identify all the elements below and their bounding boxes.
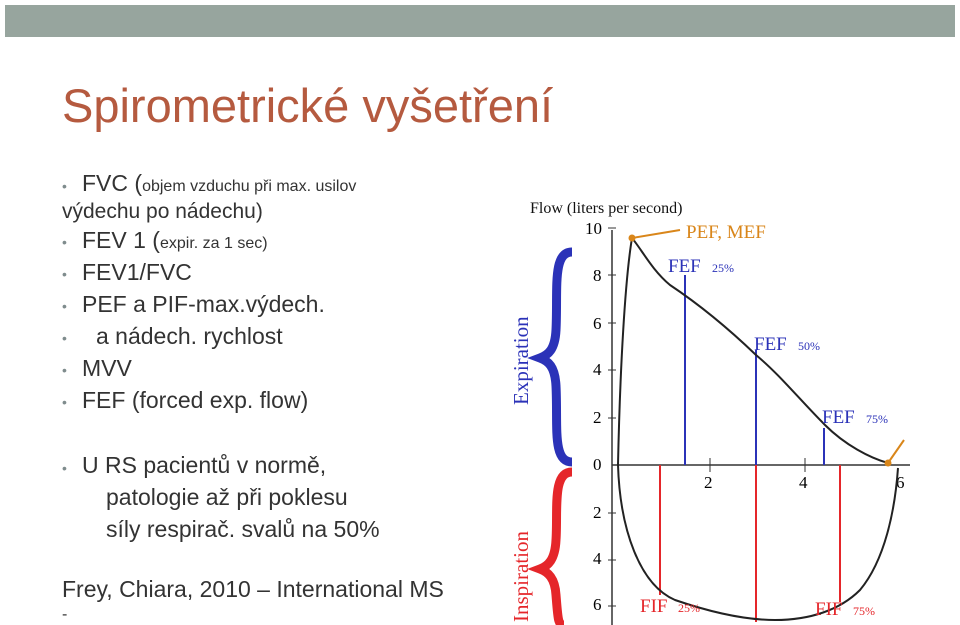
fif-markers [659, 465, 841, 622]
bullet-fvc: FVC (objem vzduchu při max. usilov [82, 170, 357, 196]
footer-citation: Frey, Chiara, 2010 – International MS [62, 576, 444, 602]
fif75-sub: 75% [853, 604, 875, 618]
bullet-rs-line3: síly respirač. svalů na 50% [106, 516, 380, 542]
pef-annotation: PEF, MEF [686, 222, 766, 243]
y-tick-insp-6: 6 [593, 595, 602, 614]
x-tick-4: 4 [799, 473, 808, 492]
expiration-label: Expiration [509, 316, 533, 405]
fef25-sub: 25% [712, 261, 734, 275]
inspiration-brace [527, 467, 573, 625]
bullet-dot: • [62, 362, 67, 378]
bullet-dot: • [62, 266, 67, 282]
inspiration-curve [617, 464, 899, 622]
fif25-label: FIF [640, 596, 667, 617]
bullet-dot: • [62, 330, 67, 346]
chart-title: Flow (liters per second) [530, 200, 682, 217]
bullet-rs-line2: patologie až při poklesu [106, 484, 348, 510]
fef50-sub: 50% [798, 339, 820, 353]
end-leader [887, 439, 905, 464]
bullet-dot: • [62, 394, 67, 410]
fef-markers [684, 275, 825, 465]
x-ticks: 2 4 6 [704, 458, 905, 492]
fef50-label: FEF [754, 334, 787, 355]
y-tick-8: 8 [593, 266, 602, 285]
y-tick-2: 2 [593, 408, 602, 427]
fif25-sub: 25% [678, 601, 700, 615]
y-ticks-inspiration: 2 4 6 [593, 503, 602, 614]
bullet-fef: FEF (forced exp. flow) [82, 387, 309, 413]
expiration-brace [527, 247, 573, 467]
fif-labels: FIF 25% FIF 75% [640, 596, 875, 620]
y-tick-10: 10 [585, 219, 602, 238]
slide-title: Spirometrické vyšetření [62, 79, 554, 132]
y-tick-insp-2: 2 [593, 503, 602, 522]
fif75-label: FIF [815, 599, 842, 620]
fef-labels: FEF 25% FEF 50% FEF 75% [668, 256, 888, 428]
y-tick-marks [608, 227, 616, 607]
bullet-fev1: FEV 1 (expir. za 1 sec) [82, 227, 268, 253]
y-tick-6: 6 [593, 314, 602, 333]
y-tick-4: 4 [593, 360, 602, 379]
y-tick-insp-4: 4 [593, 549, 602, 568]
footer-dash: - [62, 606, 68, 623]
bullet-nadech: a nádech. rychlost [96, 323, 283, 349]
bullet-dot: • [62, 298, 67, 314]
bullet-rs: U RS pacientů v normě, [82, 452, 327, 478]
inspiration-label: Inspiration [509, 531, 533, 622]
pef-leader [631, 229, 681, 239]
x-tick-2: 2 [704, 473, 713, 492]
x-tick-6: 6 [896, 473, 905, 492]
top-band [5, 5, 955, 37]
fef75-label: FEF [822, 407, 855, 428]
bullet-dot: • [62, 178, 67, 194]
fef25-label: FEF [668, 256, 701, 277]
bullet-mvv: MVV [82, 355, 132, 381]
bullet-dot: • [62, 460, 67, 476]
fef75-sub: 75% [866, 412, 888, 426]
y-tick-0: 0 [593, 455, 602, 474]
bullet-dot: • [62, 234, 67, 250]
bullet-fev1-fvc: FEV1/FVC [82, 259, 192, 285]
expiration-curve [617, 235, 889, 466]
y-ticks-expiration: 10 8 6 4 2 0 [585, 219, 602, 474]
bullet-fvc-cont: výdechu po nádechu) [62, 200, 263, 223]
flow-volume-chart: Flow (liters per second) 10 8 6 4 2 0 2 … [509, 200, 910, 625]
bullet-pef: PEF a PIF-max.výdech. [82, 291, 325, 317]
